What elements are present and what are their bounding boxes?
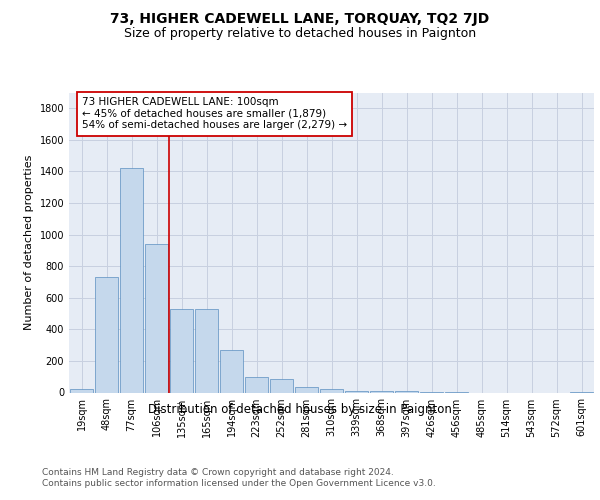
Text: 73 HIGHER CADEWELL LANE: 100sqm
← 45% of detached houses are smaller (1,879)
54%: 73 HIGHER CADEWELL LANE: 100sqm ← 45% of… [82, 97, 347, 130]
Bar [170, 309, 193, 392]
Text: Size of property relative to detached houses in Paignton: Size of property relative to detached ho… [124, 28, 476, 40]
Bar [95, 277, 118, 392]
Bar [395, 391, 418, 392]
Bar [245, 376, 268, 392]
Bar [270, 379, 293, 392]
Bar [370, 391, 393, 392]
Text: Contains HM Land Registry data © Crown copyright and database right 2024.
Contai: Contains HM Land Registry data © Crown c… [42, 468, 436, 487]
Bar [345, 391, 368, 392]
Bar [120, 168, 143, 392]
Bar [220, 350, 243, 393]
Bar [295, 387, 318, 392]
Text: 73, HIGHER CADEWELL LANE, TORQUAY, TQ2 7JD: 73, HIGHER CADEWELL LANE, TORQUAY, TQ2 7… [110, 12, 490, 26]
Bar [145, 244, 168, 392]
Text: Distribution of detached houses by size in Paignton: Distribution of detached houses by size … [148, 402, 452, 415]
Bar [320, 388, 343, 392]
Y-axis label: Number of detached properties: Number of detached properties [24, 155, 34, 330]
Bar [195, 309, 218, 392]
Bar [70, 390, 93, 392]
